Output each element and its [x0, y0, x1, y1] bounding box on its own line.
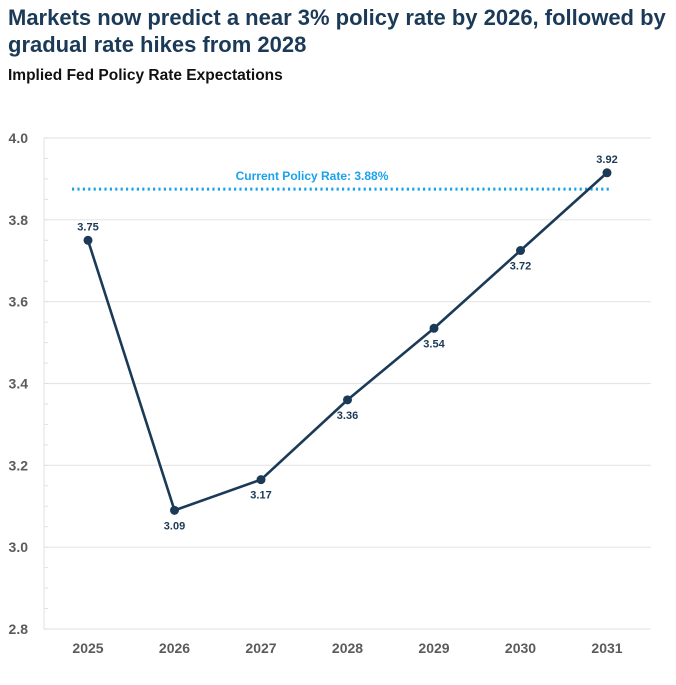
x-tick-label: 2026	[159, 640, 190, 656]
data-point	[343, 395, 352, 405]
data-point	[516, 246, 525, 256]
current-policy-rate-label: Current Policy Rate: 3.88%	[236, 169, 389, 183]
data-point	[602, 168, 612, 178]
data-label: 3.72	[510, 261, 531, 273]
data-label: 3.17	[250, 490, 271, 502]
data-point	[83, 235, 93, 245]
chart-headline: Markets now predict a near 3% policy rat…	[8, 5, 666, 57]
x-tick-label: 2031	[591, 640, 622, 656]
x-tick-label: 2028	[332, 640, 363, 656]
x-tick-label: 2029	[418, 640, 449, 656]
data-label: 3.36	[337, 410, 358, 422]
gridlines	[44, 137, 651, 630]
reference-line-group: Current Policy Rate: 3.88%	[72, 169, 612, 191]
x-axis-ticks: 2025 2026 2027 2028 2029 2030 2031	[72, 640, 622, 656]
y-tick-label: 4.0	[9, 130, 29, 146]
y-tick-label: 3.0	[9, 539, 29, 555]
y-tick-label: 3.6	[9, 294, 29, 310]
chart-subtitle: Implied Fed Policy Rate Expectations	[8, 67, 283, 84]
series-group	[83, 168, 612, 515]
data-label: 3.92	[596, 154, 617, 166]
data-point	[429, 323, 439, 333]
series-line	[86, 171, 608, 512]
y-tick-label: 3.4	[9, 376, 29, 392]
x-tick-label: 2027	[245, 640, 276, 656]
axes	[43, 137, 48, 630]
x-tick-label: 2030	[505, 640, 536, 656]
y-tick-label: 3.2	[9, 457, 29, 473]
y-tick-label: 3.8	[9, 212, 29, 228]
x-tick-label: 2025	[72, 640, 103, 656]
y-tick-label: 2.8	[9, 621, 29, 637]
data-point	[256, 475, 266, 485]
data-label: 3.75	[77, 221, 98, 233]
data-label: 3.54	[423, 338, 445, 350]
data-label: 3.09	[164, 520, 185, 532]
y-axis-ticks: 2.8 3.0 3.2 3.4 3.6 3.8 4.0	[9, 130, 29, 637]
data-labels: 3.75 3.09 3.17 3.36 3.54 3.72 3.92	[77, 154, 617, 533]
data-point	[170, 505, 179, 515]
